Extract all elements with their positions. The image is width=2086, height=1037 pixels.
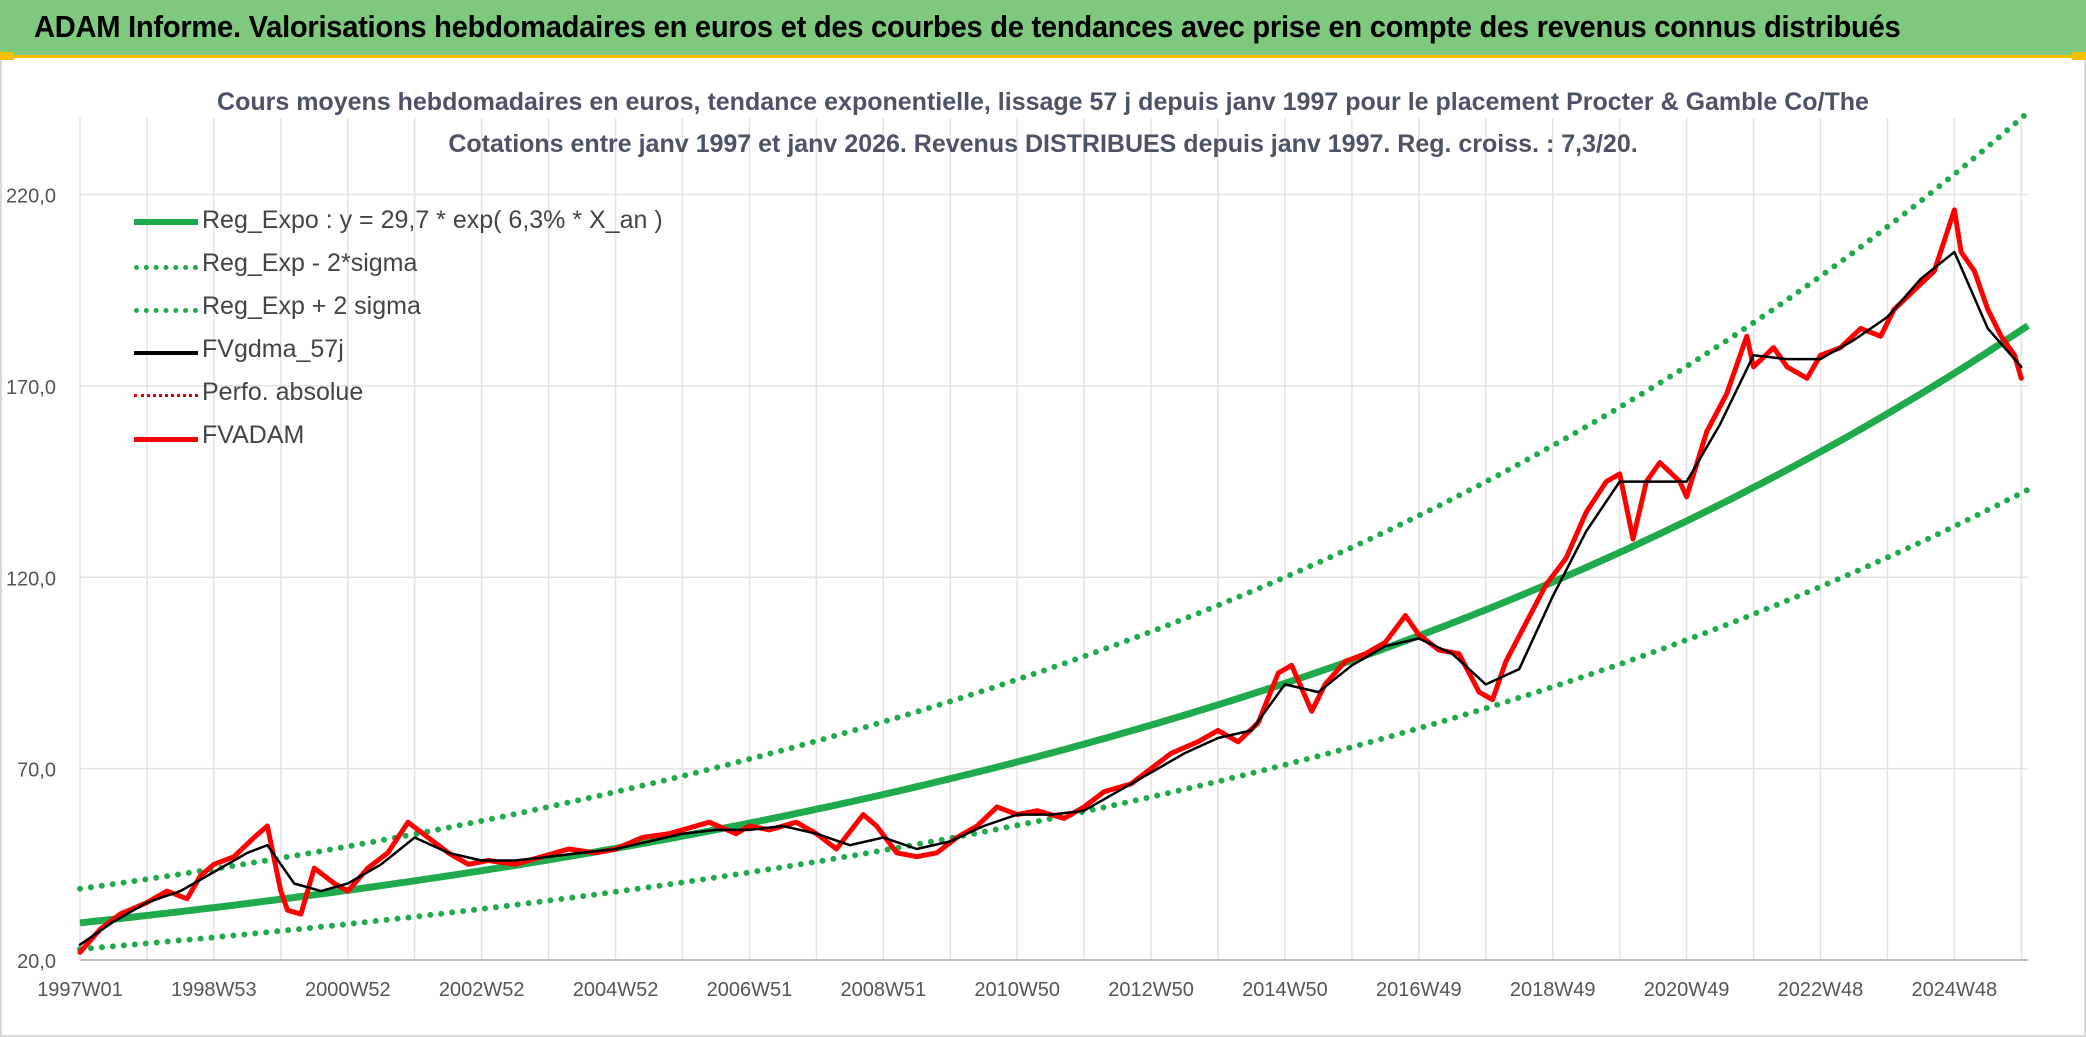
x-tick-label: 2014W50 [1242, 979, 1328, 1001]
legend-label-fvadam: FVADAM [202, 421, 305, 449]
legend-swatch-fvgdma [134, 351, 198, 355]
legend-swatch-sigma-minus [134, 265, 198, 270]
corner-accent-left [0, 52, 14, 60]
legend-label-fvgdma: FVgdma_57j [202, 335, 344, 363]
x-tick-label: 2024W48 [1912, 979, 1998, 1001]
legend-label-sigma-minus: Reg_Exp - 2*sigma [202, 249, 418, 277]
x-tick-label: 2000W52 [305, 979, 391, 1001]
chart-frame [0, 60, 2086, 1037]
series-reg-exp-minus-2sigma [77, 486, 2031, 953]
series [77, 109, 2031, 955]
x-tick-label: 2002W52 [439, 979, 525, 1001]
report-banner: ADAM Informe. Valorisations hebdomadaire… [0, 0, 2086, 58]
x-tick-label: 2020W49 [1644, 979, 1730, 1001]
y-tick-label: 20,0 [17, 951, 56, 973]
x-tick-label: 2022W48 [1778, 979, 1864, 1001]
legend-swatch-perfo [134, 394, 198, 397]
x-tick-label: 2018W49 [1510, 979, 1596, 1001]
series-reg-expo [79, 322, 2030, 927]
series-reg-exp-plus-2sigma [77, 109, 2031, 892]
chart-title: Cours moyens hebdomadaires en euros, ten… [217, 88, 1869, 116]
report-title: ADAM Informe. Valorisations hebdomadaire… [34, 9, 1901, 44]
chart-subtitle: Cotations entre janv 1997 et janv 2026. … [448, 130, 1638, 158]
legend-label-reg-expo: Reg_Expo : y = 29,7 * exp( 6,3% * X_an ) [202, 206, 663, 234]
legend-label-perfo: Perfo. absolue [202, 378, 364, 406]
series-fvgdma-57j [78, 250, 2023, 946]
legend-swatch-sigma-plus [134, 308, 198, 313]
y-tick-label: 70,0 [17, 760, 56, 782]
y-tick-label: 170,0 [6, 377, 56, 399]
x-tick-label: 2006W51 [707, 979, 793, 1001]
x-tick-label: 2012W50 [1108, 979, 1194, 1001]
x-tick-label: 2016W49 [1376, 979, 1462, 1001]
legend-label-sigma-plus: Reg_Exp + 2 sigma [202, 292, 421, 320]
x-tick-label: 2004W52 [573, 979, 659, 1001]
corner-accent-right [2072, 52, 2086, 60]
legend-swatch-reg-expo [134, 219, 198, 225]
axes: 20,0 70,0 120,0 170,0 220,0 1997W01 1998W53 200… [6, 186, 2028, 1001]
x-tick-label: 1998W53 [171, 979, 257, 1001]
x-tick-label: 2008W51 [840, 979, 926, 1001]
grid [79, 118, 2028, 961]
y-tick-label: 220,0 [6, 186, 56, 208]
legend-swatch-fvadam [134, 437, 198, 442]
x-tick-label: 2010W50 [974, 979, 1060, 1001]
y-tick-label: 120,0 [6, 568, 56, 590]
x-tick-label: 1997W01 [37, 979, 123, 1001]
